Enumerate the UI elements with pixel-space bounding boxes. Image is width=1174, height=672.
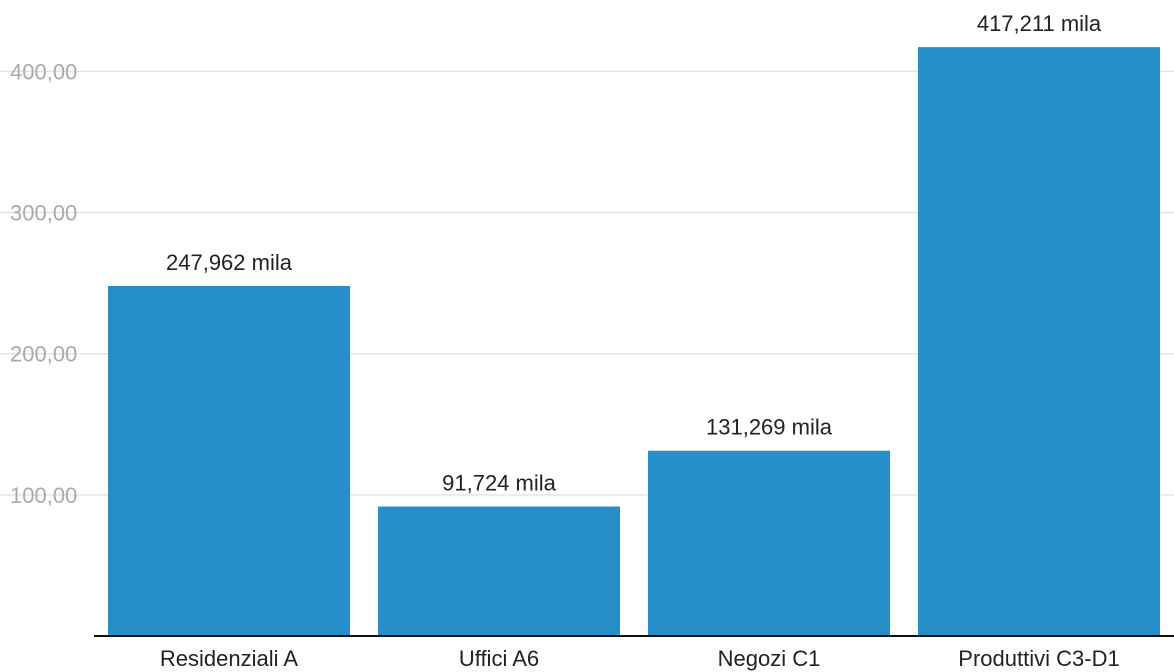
bar-uffici-a6 bbox=[378, 506, 620, 636]
x-category-label: Negozi C1 bbox=[718, 646, 821, 671]
data-label: 91,724 mila bbox=[442, 471, 557, 496]
x-axis-categories: Residenziali A Uffici A6 Negozi C1 Produtti… bbox=[160, 646, 1120, 671]
data-labels: 247,962 mila 91,724 mila 131,269 mila 417,2… bbox=[166, 11, 1102, 495]
y-tick-label: 200,00 bbox=[10, 342, 77, 367]
x-category-label: Residenziali A bbox=[160, 646, 299, 671]
bars bbox=[108, 47, 1160, 636]
data-label: 417,211 mila bbox=[977, 11, 1102, 36]
data-label: 247,962 mila bbox=[166, 250, 293, 275]
x-category-label: Produttivi C3-D1 bbox=[958, 646, 1119, 671]
bar-negozi-c1 bbox=[648, 450, 890, 636]
y-tick-label: 300,00 bbox=[10, 201, 77, 226]
bar-residenziali-a bbox=[108, 286, 350, 636]
x-category-label: Uffici A6 bbox=[459, 646, 539, 671]
y-axis-ticks: 100,00 200,00 300,00 400,00 bbox=[10, 59, 77, 507]
data-label: 131,269 mila bbox=[706, 415, 833, 440]
y-tick-label: 400,00 bbox=[10, 59, 77, 84]
bar-produttivi-c3-d1 bbox=[918, 47, 1160, 636]
y-tick-label: 100,00 bbox=[10, 483, 77, 508]
